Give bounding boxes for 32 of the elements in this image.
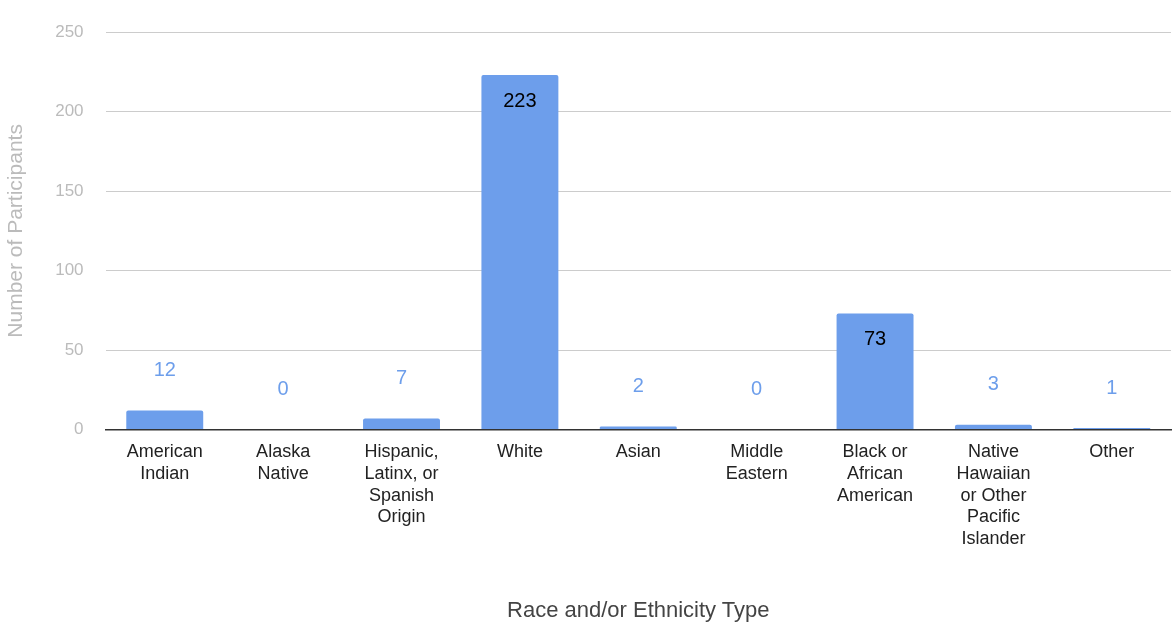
data-label: 0: [277, 377, 289, 400]
data-label: 7: [395, 365, 408, 388]
y-tick-label: 50: [64, 339, 84, 359]
x-tick-label: Other: [1089, 441, 1135, 462]
x-tick-label: Hispanic, Latinx, or Spanish Origin: [364, 441, 439, 527]
bar: [836, 313, 914, 430]
bar: [481, 75, 559, 430]
y-axis-title: Number of Participants: [3, 124, 27, 338]
x-tick-label: Alaska Native: [256, 441, 312, 483]
y-tick-label: 0: [74, 419, 84, 439]
data-label: 0: [751, 377, 763, 400]
bar: [126, 410, 204, 430]
bar: [954, 424, 1032, 430]
data-label: 73: [863, 327, 887, 350]
data-label: 223: [503, 88, 537, 111]
x-tick-label: Native Hawaiian or Other Pacific Islander: [956, 441, 1031, 548]
data-label: 2: [632, 373, 644, 396]
bar: [363, 418, 440, 430]
x-tick-label: American Indian: [126, 441, 203, 483]
data-label: 1: [1106, 375, 1118, 398]
data-label: 3: [987, 372, 999, 395]
y-tick-label: 250: [55, 21, 84, 41]
x-axis-title: Race and/or Ethnicity Type: [507, 596, 770, 622]
bar: [599, 426, 677, 430]
y-tick-label: 100: [55, 260, 84, 280]
data-label: 12: [153, 358, 176, 381]
y-tick-label: 150: [55, 180, 84, 200]
y-tick-label: 200: [55, 101, 84, 121]
x-tick-label: Asian: [615, 441, 661, 462]
x-tick-label: Black or African American: [837, 441, 914, 505]
x-tick-label: White: [496, 441, 543, 462]
x-tick-label: Middle Eastern: [725, 441, 788, 483]
